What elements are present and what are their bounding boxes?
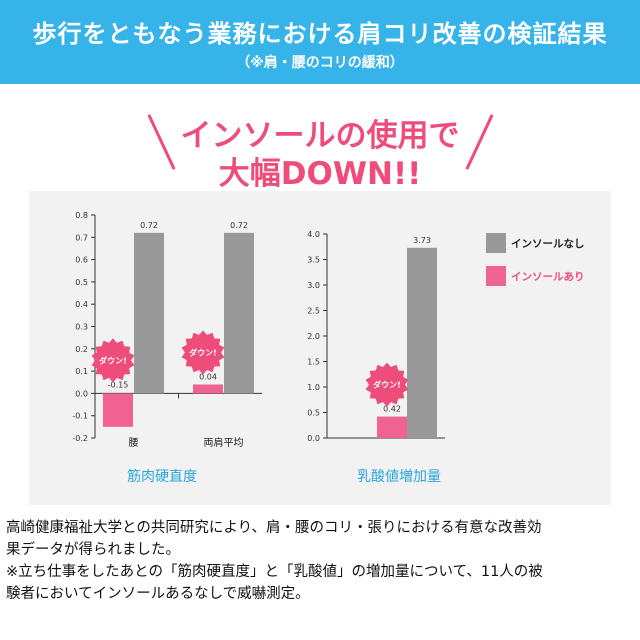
y-tick-label-0-1: 0.7 xyxy=(75,233,88,242)
y-tick-label-0-5: 0.3 xyxy=(75,323,88,332)
y-tick-label-1-3: 2.5 xyxy=(307,307,320,316)
bar-without-insole-0-0 xyxy=(134,232,164,394)
headline-line1: インソールの使用で xyxy=(180,118,460,154)
chart-panel: 0.8 0.7 0.6 0.5 0.4 0.3 0.2 0.1 0.0 -0.1 -0.2 0.72 -… xyxy=(29,191,611,505)
data-label-without-0-0: 0.72 xyxy=(140,221,158,230)
legend-swatch-0 xyxy=(486,233,506,253)
y-tick-label-1-7: 0.5 xyxy=(307,409,320,418)
header-banner: 歩行をともなう業務における肩コリ改善の検証結果 （※肩・腰のコリの緩和） xyxy=(0,0,640,84)
data-label-with-0-1: 0.04 xyxy=(199,372,217,381)
y-tick-label-1-8: 0.0 xyxy=(307,434,320,443)
bar-without-insole-1-0 xyxy=(407,247,437,438)
y-tick-label-0-3: 0.5 xyxy=(75,278,88,287)
down-badge-text-0-1: ダウン! xyxy=(189,347,217,357)
legend-label-1: インソールあり xyxy=(511,270,585,283)
data-label-with-0-0: -0.15 xyxy=(108,380,129,389)
category-label-0-0: 腰 xyxy=(129,437,139,449)
y-tick-label-0-8: 0.0 xyxy=(75,389,88,398)
chart-svg: 0.8 0.7 0.6 0.5 0.4 0.3 0.2 0.1 0.0 -0.1 -0.2 0.72 -… xyxy=(72,211,585,485)
legend-label-0: インソールなし xyxy=(511,238,585,250)
note-line-4: 験者においてインソールあるなしで威嚇測定。 xyxy=(6,586,310,602)
data-label-without-1-0: 3.73 xyxy=(413,236,431,245)
bar-with-insole-1-0 xyxy=(377,416,407,438)
y-tick-label-0-10: -0.2 xyxy=(72,434,88,443)
y-tick-label-0-0: 0.8 xyxy=(75,211,88,220)
note-line-2: 果データが得られました。 xyxy=(6,542,180,558)
chart-title-0: 筋肉硬直度 xyxy=(127,468,197,485)
note-line-3: ※立ち仕事をしたあとの「筋肉硬直度」と「乳酸値」の増加量について、11人の被 xyxy=(6,564,543,580)
y-tick-label-1-6: 1.0 xyxy=(307,383,320,392)
note-line-1: 高崎健康福祉大学との共同研究により、肩・腰のコリ・張りにおける有意な改善効 xyxy=(6,520,542,536)
headline-line2: 大幅DOWN!! xyxy=(218,156,422,192)
down-badge-0-0 xyxy=(91,338,135,383)
y-tick-label-1-5: 1.5 xyxy=(307,358,320,367)
down-badge-1-0 xyxy=(365,362,409,407)
y-tick-label-1-4: 2.0 xyxy=(307,332,320,341)
y-tick-label-0-4: 0.4 xyxy=(75,300,88,309)
bar-with-insole-0-0 xyxy=(103,393,133,427)
bar-without-insole-0-1 xyxy=(224,232,254,394)
bar-with-insole-0-1 xyxy=(193,384,223,394)
y-tick-label-0-6: 0.2 xyxy=(75,345,88,354)
data-label-with-1-0: 0.42 xyxy=(383,405,401,414)
down-badge-text-1-0: ダウン! xyxy=(373,380,401,390)
y-tick-label-0-9: -0.1 xyxy=(72,412,88,421)
chart-title-1: 乳酸値増加量 xyxy=(357,469,441,485)
y-tick-label-0-2: 0.6 xyxy=(75,256,88,265)
page-subtitle: （※肩・腰のコリの緩和） xyxy=(236,55,404,71)
y-tick-label-0-7: 0.1 xyxy=(75,367,88,376)
down-badge-text-0-0: ダウン! xyxy=(99,355,127,365)
category-label-0-1: 両肩平均 xyxy=(204,436,244,449)
legend-swatch-1 xyxy=(486,266,506,286)
data-label-without-0-1: 0.72 xyxy=(230,221,248,230)
y-tick-label-1-1: 3.5 xyxy=(307,256,320,265)
y-tick-label-1-0: 4.0 xyxy=(307,230,320,239)
y-tick-label-1-2: 3.0 xyxy=(307,281,320,290)
study-notes: 高崎健康福祉大学との共同研究により、肩・腰のコリ・張りにおける有意な改善効 果デ… xyxy=(6,517,636,605)
page-title: 歩行をともなう業務における肩コリ改善の検証結果 xyxy=(32,20,608,48)
down-badge-0-1 xyxy=(181,330,225,375)
